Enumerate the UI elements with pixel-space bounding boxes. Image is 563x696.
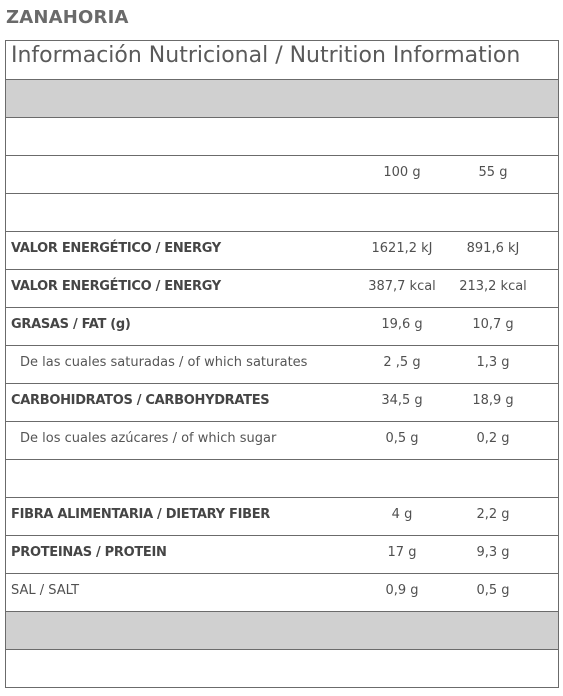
- table-heading-row: Información Nutricional / Nutrition Info…: [6, 41, 558, 80]
- table-row: De las cuales saturadas / of which satur…: [6, 346, 558, 384]
- row-label: PROTEINAS / PROTEIN: [11, 544, 167, 560]
- table-row: PROTEINAS / PROTEIN 17 g 9,3 g: [6, 536, 558, 574]
- value-per-portion: 0,2 g: [476, 430, 510, 446]
- empty-row: [6, 194, 558, 232]
- value-per-100g: 34,5 g: [381, 392, 423, 408]
- value-per-100g: 19,6 g: [381, 316, 423, 332]
- value-per-portion: 10,7 g: [472, 316, 514, 332]
- value-per-100g: 387,7 kcal: [368, 278, 436, 294]
- shaded-row: [6, 80, 558, 118]
- empty-row: [6, 650, 558, 688]
- row-label: FIBRA ALIMENTARIA / DIETARY FIBER: [11, 506, 271, 522]
- table-row: VALOR ENERGÉTICO / ENERGY 1621,2 kJ 891,…: [6, 232, 558, 270]
- value-per-100g: 2 ,5 g: [383, 354, 421, 370]
- value-per-portion: 0,5 g: [476, 582, 510, 598]
- value-per-portion: 213,2 kcal: [459, 278, 527, 294]
- row-label: SAL / SALT: [11, 582, 80, 598]
- row-label: VALOR ENERGÉTICO / ENERGY: [11, 278, 221, 294]
- row-label: De los cuales azúcares / of which sugar: [20, 430, 277, 446]
- value-per-portion: 18,9 g: [472, 392, 514, 408]
- shaded-row: [6, 612, 558, 650]
- value-per-portion: 891,6 kJ: [466, 240, 520, 256]
- table-row: FIBRA ALIMENTARIA / DIETARY FIBER 4 g 2,…: [6, 498, 558, 536]
- table-title: Información Nutricional / Nutrition Info…: [11, 43, 521, 68]
- column-header-portion: 55 g: [478, 164, 508, 180]
- empty-row: [6, 460, 558, 498]
- value-per-100g: 0,5 g: [385, 430, 419, 446]
- value-per-100g: 1621,2 kJ: [371, 240, 433, 256]
- row-label: De las cuales saturadas / of which satur…: [20, 354, 308, 370]
- value-per-portion: 2,2 g: [476, 506, 510, 522]
- empty-row: [6, 118, 558, 156]
- table-row: CARBOHIDRATOS / CARBOHYDRATES 34,5 g 18,…: [6, 384, 558, 422]
- table-row: De los cuales azúcares / of which sugar …: [6, 422, 558, 460]
- nutrition-table: Información Nutricional / Nutrition Info…: [5, 40, 559, 688]
- value-per-portion: 1,3 g: [476, 354, 510, 370]
- table-row: VALOR ENERGÉTICO / ENERGY 387,7 kcal 213…: [6, 270, 558, 308]
- value-per-portion: 9,3 g: [476, 544, 510, 560]
- row-label: CARBOHIDRATOS / CARBOHYDRATES: [11, 392, 270, 408]
- row-label: GRASAS / FAT (g): [11, 316, 131, 332]
- value-per-100g: 17 g: [387, 544, 417, 560]
- table-row: SAL / SALT 0,9 g 0,5 g: [6, 574, 558, 612]
- column-header-row: 100 g 55 g: [6, 156, 558, 194]
- row-label: VALOR ENERGÉTICO / ENERGY: [11, 240, 221, 256]
- value-per-100g: 0,9 g: [385, 582, 419, 598]
- product-title: ZANAHORIA: [6, 7, 129, 28]
- column-header-100g: 100 g: [383, 164, 421, 180]
- table-row: GRASAS / FAT (g) 19,6 g 10,7 g: [6, 308, 558, 346]
- value-per-100g: 4 g: [391, 506, 413, 522]
